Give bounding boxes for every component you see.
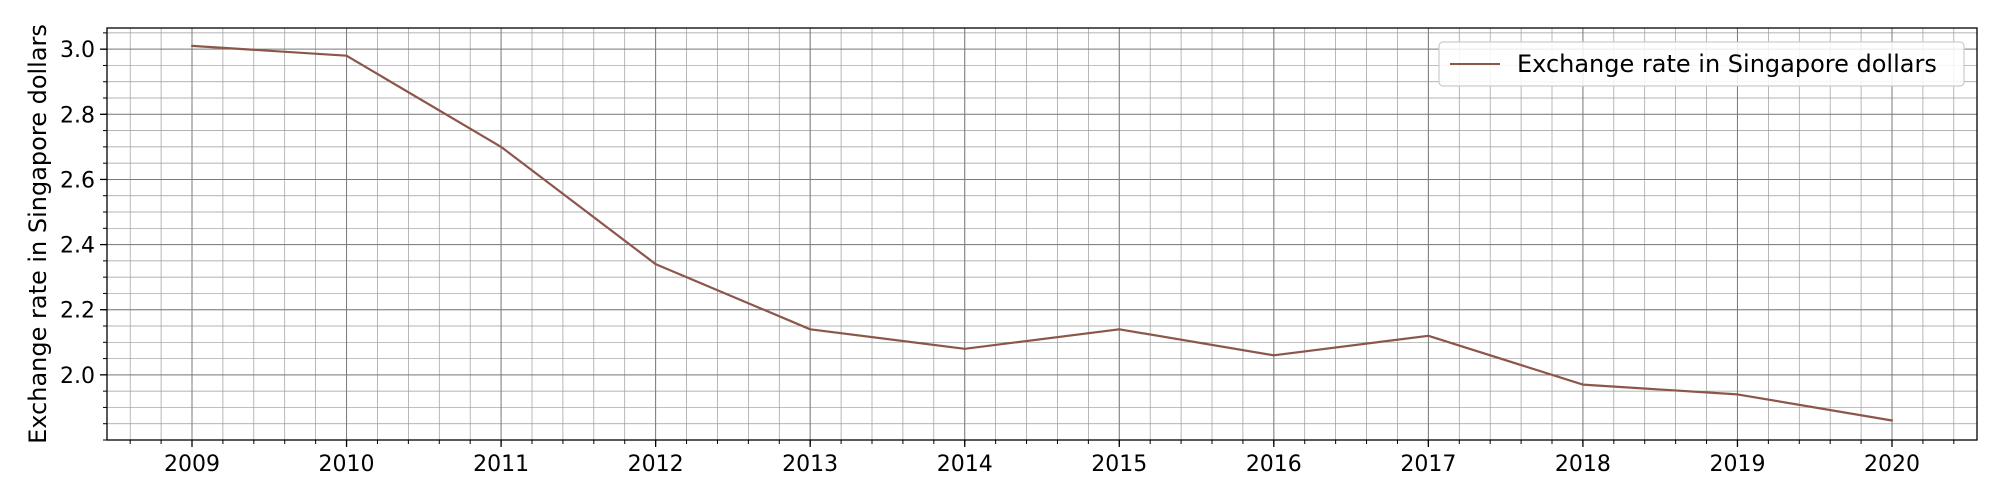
- axis-ticks: 2009 2010 2011 2012 2013 2014 2015 2016 2017 2018…: [60, 32, 1955, 477]
- data-point: [345, 54, 348, 57]
- x-tick-label: 2014: [937, 452, 993, 477]
- x-tick-label: 2015: [1091, 452, 1147, 477]
- x-tick-label: 2011: [473, 452, 529, 477]
- y-tick-label: 3.0: [60, 38, 95, 63]
- data-point: [190, 44, 194, 48]
- y-axis-title: Exchange rate in Singapore dollars: [24, 24, 52, 444]
- data-point: [654, 263, 657, 266]
- data-point: [499, 145, 503, 148]
- x-tick-label: 2012: [628, 452, 684, 477]
- x-tick-label: 2020: [1864, 452, 1920, 477]
- data-point: [1427, 334, 1430, 337]
- data-point: [809, 328, 812, 331]
- y-tick-label: 2.2: [60, 299, 95, 324]
- x-tick-label: 2018: [1555, 452, 1611, 477]
- y-tick-label: 2.0: [60, 364, 95, 389]
- legend-label: Exchange rate in Singapore dollars: [1517, 50, 1937, 78]
- data-point: [1272, 354, 1275, 357]
- x-tick-label: 2013: [782, 452, 838, 477]
- data-point: [1736, 393, 1739, 396]
- y-tick-label: 2.6: [60, 168, 95, 193]
- y-tick-label: 2.4: [60, 234, 95, 259]
- data-point: [1581, 383, 1585, 386]
- data-point: [1890, 419, 1894, 422]
- x-tick-label: 2010: [319, 452, 375, 477]
- series-layer: [190, 44, 1894, 422]
- series-line: [191, 44, 1893, 422]
- x-tick-label: 2017: [1400, 452, 1456, 477]
- legend-box: [1438, 41, 1965, 87]
- data-point: [1118, 328, 1121, 331]
- plot-frame: [106, 27, 1978, 441]
- legend: Exchange rate in Singapore dollars: [1438, 41, 1965, 87]
- x-tick-label: 2019: [1709, 452, 1765, 477]
- x-tick-label: 2016: [1246, 452, 1302, 477]
- x-tick-label: 2009: [164, 452, 220, 477]
- y-tick-label: 2.8: [60, 103, 95, 128]
- data-point: [963, 347, 966, 350]
